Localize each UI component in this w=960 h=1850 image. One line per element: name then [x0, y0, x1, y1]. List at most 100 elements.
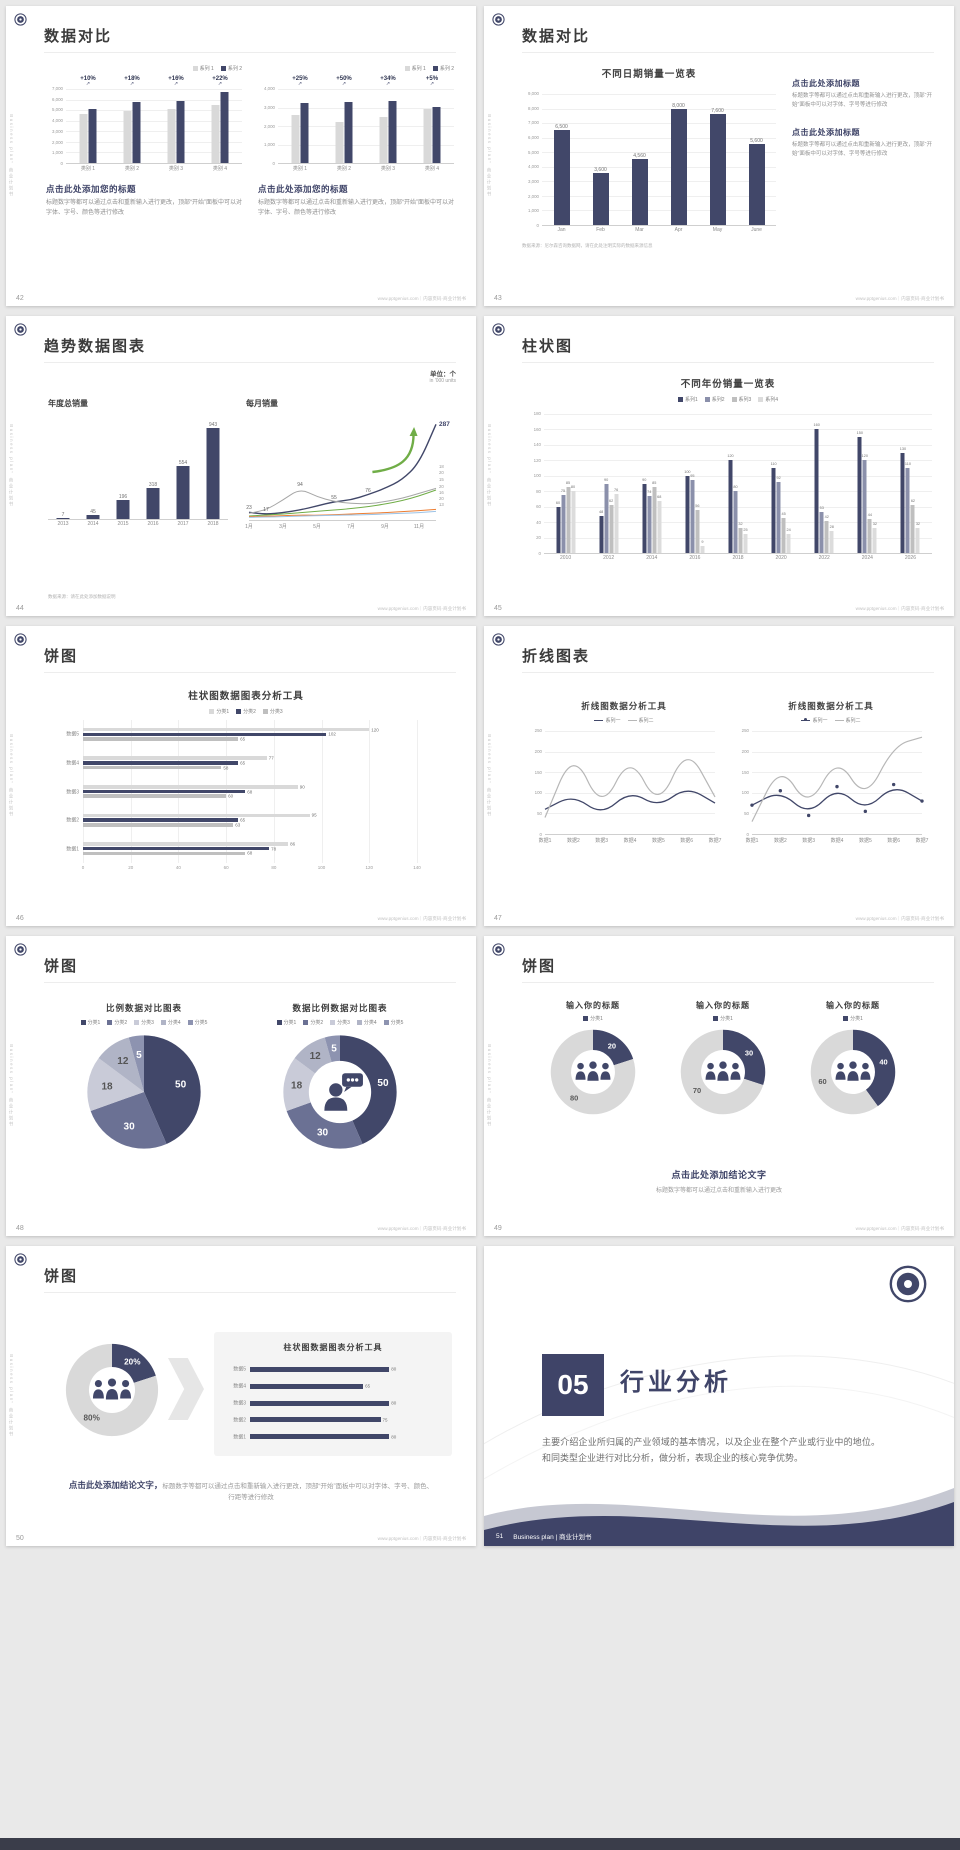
footer-site-text: www.pptgenius.com｜内容页码·商业计划书	[377, 296, 466, 301]
slide-44-trend-charts[interactable]: Business plan，商业计划书 趋势数据图表 单位：个 in '000 …	[6, 316, 476, 616]
chart-title: 输入你的标题	[826, 1001, 880, 1010]
text-blocks: 点击此处添加标题 标题数字等都可以通过点击和重新输入进行更改，顶部“开始”面板中…	[792, 78, 932, 159]
slide-grid: Business plan，商业计划书 数据对比 系列 1 系列 2 7,000 6…	[6, 6, 954, 1546]
donut-block: 数据比例数据对比图表 分类1 分类2 分类3 分类4 分类5 50 30 18 12 5	[254, 1002, 426, 1151]
footer-site-text: www.pptgenius.com｜内容页码·商业计划书	[377, 1536, 466, 1541]
chart-title: 折线图数据分析工具	[788, 701, 874, 711]
slide-footer: 43 www.pptgenius.com｜内容页码·商业计划书	[494, 295, 944, 302]
block-headline: 点击此处添加您的标题	[258, 184, 349, 194]
university-logo-icon	[492, 13, 505, 26]
left-chart-block: 系列 1 系列 2 7,000 6,000 5,000 4,000 3,000 2,000 1…	[46, 64, 242, 218]
pie-block: 比例数据对比图表 分类1 分类2 分类3 分类4 分类5 50 30 18 12 5	[58, 1002, 230, 1151]
slide-footer: 49 www.pptgenius.com｜内容页码·商业计划书	[494, 1225, 944, 1232]
svg-text:30: 30	[745, 1048, 753, 1057]
svg-text:20: 20	[608, 1041, 616, 1050]
slide-title: 数据对比	[44, 28, 113, 45]
page-number: 50	[16, 1535, 24, 1542]
chart-title: 比例数据对比图表	[105, 1003, 182, 1013]
donut-block: 输入你的标题 分类1 30 70	[662, 1000, 784, 1116]
footer-site-text: www.pptgenius.com｜内容页码·商业计划书	[855, 916, 944, 921]
sales-bar-chart: 9,000 8,000 7,000 6,000 5,000 4,000 3,000 2,000…	[522, 86, 776, 236]
section-body: 主要介绍企业所归属的产业领域的基本情况，以及企业在整个产业或行业中的地位。和同类…	[542, 1437, 880, 1464]
unit-subtext: in '000 units	[429, 378, 456, 384]
donut-chart: 50 30 18 12 5	[281, 1033, 399, 1151]
donut-chart: 20% 80%	[64, 1342, 160, 1438]
chart-legend: 系列1 系列2 系列3 系列4	[524, 395, 932, 403]
slide-49-donut-charts[interactable]: Business plan，商业计划书 饼图 输入你的标题 分类1 20 80 输…	[484, 936, 954, 1236]
chart-title: 年度总销量	[48, 399, 88, 408]
page-number: 48	[16, 1225, 24, 1232]
pie-chart: 50 30 18 12 5	[85, 1033, 203, 1151]
university-logo-icon	[492, 323, 505, 336]
side-watermark: Business plan，商业计划书	[9, 1044, 14, 1128]
block-body: 标题数字等都可以通过点击和重新输入进行更改，顶部“开始”面板中可以对字体、字号等…	[792, 141, 932, 158]
slide-50-donut-analysis[interactable]: Business plan，商业计划书 饼图 20% 80% 柱状图数据图表分析工…	[6, 1246, 476, 1546]
slide-footer: 46 www.pptgenius.com｜内容页码·商业计划书	[16, 915, 466, 922]
title-divider	[522, 982, 934, 983]
page-number: 45	[494, 605, 502, 612]
page-number: 44	[16, 605, 24, 612]
svg-text:80: 80	[570, 1093, 578, 1102]
chart-title: 不同年份销量一览表	[680, 379, 776, 390]
side-watermark: Business plan，商业计划书	[9, 424, 14, 508]
slide-51-section-divider[interactable]: 05 行业分析 主要介绍企业所归属的产业领域的基本情况，以及企业在整个产业或行业…	[484, 1246, 954, 1546]
slide-footer: 50 www.pptgenius.com｜内容页码·商业计划书	[16, 1535, 466, 1542]
slide-43-data-comparison[interactable]: Business plan，商业计划书 数据对比 不同日期销量一览表 9,000…	[484, 6, 954, 306]
monthly-sales-block: 每月销量 1月 3月 5月 7月 9月 11月 23 17 94 55 76 287 18 20 15 20 1…	[245, 398, 454, 530]
page-number: 46	[16, 915, 24, 922]
slide-title: 折线图表	[522, 648, 591, 665]
chart-title: 输入你的标题	[696, 1001, 750, 1010]
title-divider	[44, 672, 456, 673]
svg-text:12: 12	[310, 1051, 322, 1062]
block-body: 标题数字等都可以通过点击和重新输入进行更改，顶部“开始”面板中可以对字体、字号、…	[258, 200, 454, 216]
title-divider	[44, 1292, 456, 1293]
conclusion-block: 点击此处添加结论文字 标题数字等都可以通过点击和重新输入进行更改	[574, 1168, 864, 1194]
section-title: 行业分析	[620, 1369, 732, 1396]
title-divider	[522, 362, 934, 363]
block-body: 标题数字等都可以通过点击和重新输入进行更改，顶部“开始”面板中可以对字体、字号、…	[46, 200, 242, 216]
title-divider	[44, 362, 456, 363]
university-logo-icon	[14, 1253, 27, 1266]
slide-42-data-comparison[interactable]: Business plan，商业计划书 数据对比 系列 1 系列 2 7,000 6…	[6, 6, 476, 306]
section-number: 05	[542, 1354, 604, 1416]
arrow-connector	[168, 1358, 204, 1420]
svg-text:30: 30	[317, 1127, 329, 1138]
line-chart: 250 200 150 100 50 0 数据1 数据2 数据3 数据4 数据5 数据6 数据7	[534, 728, 722, 844]
footer-site-text: www.pptgenius.com｜内容页码·商业计划书	[377, 1226, 466, 1231]
decor-curves	[484, 1355, 954, 1480]
side-watermark: Business plan，商业计划书	[487, 114, 492, 198]
monthly-sales-line-chart: 1月 3月 5月 7月 9月 11月 23 17 94 55 76 287 18 20 15 20 16 20 13	[245, 421, 450, 530]
footer-site-text: www.pptgenius.com｜内容页码·商业计划书	[377, 916, 466, 921]
slide-47-line-charts[interactable]: Business plan，商业计划书 折线图表 折线图数据分析工具 系列一 系列…	[484, 626, 954, 926]
slide-title: 饼图	[44, 1268, 79, 1285]
yearly-sales-bar-chart: 180 160 140 120 100 80 60 40 20 0 60 75 85 80 2010 48 90…	[524, 406, 932, 564]
conclusion-headline: 点击此处添加结论文字	[671, 1170, 767, 1180]
side-watermark: Business plan，商业计划书	[487, 1044, 492, 1128]
chart-title: 每月销量	[246, 399, 278, 408]
donut-chart: 20 80	[549, 1028, 637, 1116]
side-watermark: Business plan，商业计划书	[9, 1354, 14, 1438]
chart-legend: 系列一 系列二	[529, 716, 719, 724]
page-number: 47	[494, 915, 502, 922]
sales-chart-block: 不同日期销量一览表 9,000 8,000 7,000 6,000 5,000 4,000…	[522, 66, 776, 249]
svg-text:5: 5	[331, 1044, 337, 1055]
side-watermark: Business plan，商业计划书	[9, 734, 14, 818]
chart-title: 折线图数据分析工具	[581, 701, 667, 711]
svg-text:50: 50	[175, 1079, 187, 1090]
footer-site-text: www.pptgenius.com｜内容页码·商业计划书	[855, 606, 944, 611]
grouped-bar-chart: 7,000 6,000 5,000 4,000 3,000 2,000 1,000 0 +10%…	[46, 74, 242, 174]
chart-legend: 系列 1 系列 2	[46, 64, 242, 72]
slide-45-column-chart[interactable]: Business plan，商业计划书 柱状图 不同年份销量一览表 系列1 系列2…	[484, 316, 954, 616]
page-number: 43	[494, 295, 502, 302]
slide-46-bar-analysis[interactable]: Business plan，商业计划书 饼图 柱状图数据图表分析工具 分类1 分类…	[6, 626, 476, 926]
svg-text:70: 70	[693, 1086, 701, 1095]
line-chart: 250 200 150 100 50 0 数据1 数据2 数据3 数据4 数据5 数据6 数据7	[741, 728, 929, 844]
svg-text:30: 30	[124, 1121, 136, 1132]
unit-label: 单位：个 in '000 units	[429, 368, 456, 384]
slide-48-pie-charts[interactable]: Business plan，商业计划书 饼图 比例数据对比图表 分类1 分类2 分类…	[6, 936, 476, 1236]
block-headline: 点击此处添加标题	[792, 79, 860, 88]
hbar-analysis-block: 柱状图数据图表分析工具 分类1 分类2 分类3 0 20 40 60 80 100 120 140…	[61, 688, 431, 872]
chart-title: 数据比例数据对比图表	[292, 1003, 388, 1013]
slide-footer: 42 www.pptgenius.com｜内容页码·商业计划书	[16, 295, 466, 302]
conclusion-body: 标题数字等都可以通过点击和重新输入进行更改，顶部“开始”面板中可以对字体、字号、…	[162, 1483, 434, 1502]
